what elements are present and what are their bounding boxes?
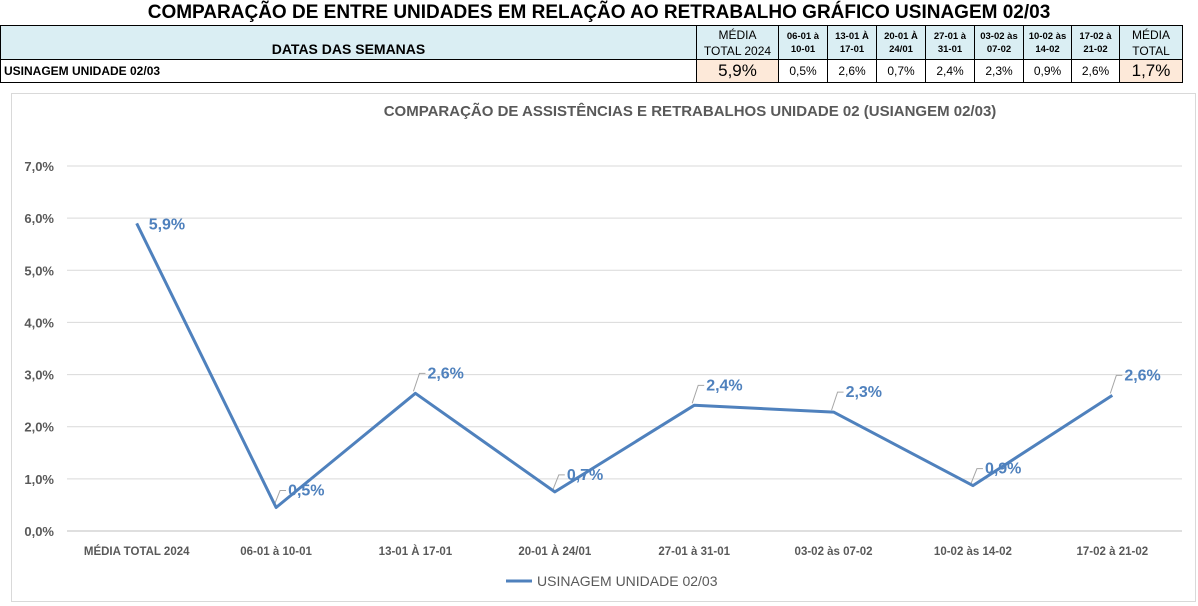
label-leader [970, 468, 983, 484]
column-header: MÉDIA TOTAL 2024 [696, 25, 779, 60]
column-header: 06-01 à 10-01 [778, 25, 828, 60]
y-tick-label: 0,0% [24, 524, 54, 539]
label-leader [273, 490, 287, 506]
data-label: 5,9% [149, 216, 185, 233]
label-leader [412, 372, 426, 392]
table-cell: 2,6% [1071, 59, 1120, 83]
x-tick-label: 13-01 À 17-01 [379, 545, 453, 558]
label-leader [691, 384, 705, 404]
data-label: 0,7% [567, 467, 603, 484]
summary-table: DATAS DAS SEMANAS MÉDIA TOTAL 2024 06-01 … [0, 25, 1183, 83]
y-tick-label: 1,0% [24, 472, 54, 487]
data-label: 2,4% [706, 377, 742, 394]
chart-title: COMPARAÇÃO DE ASSISTÊNCIAS E RETRABALHOS… [384, 102, 997, 120]
label-leader [552, 474, 565, 491]
column-header: 13-01 À 17-01 [827, 25, 877, 60]
legend: USINAGEM UNIDADE 02/03 [506, 573, 718, 589]
column-header: 20-01 À 24/01 [876, 25, 926, 60]
x-tick-label: 06-01 à 10-01 [240, 546, 312, 558]
data-label: 2,3% [846, 384, 882, 401]
data-label: 2,6% [1124, 367, 1160, 384]
x-tick-label: 10-02 às 14-02 [934, 546, 1012, 558]
table-cell: 2,6% [827, 59, 877, 83]
x-tick-label: 27-01 à 31-01 [658, 546, 730, 558]
x-tick-label: 20-01 À 24/01 [518, 545, 591, 558]
column-header: MÉDIA TOTAL [1119, 25, 1183, 60]
table-cell: 0,7% [876, 59, 926, 83]
x-tick-label: 17-02 à 21-02 [1077, 546, 1149, 558]
y-tick-label: 6,0% [24, 211, 54, 226]
series-line [135, 222, 1114, 509]
table-cell: 1,7% [1119, 59, 1183, 83]
x-tick-label: 03-02 às 07-02 [795, 546, 873, 558]
column-header: 27-01 à 31-01 [925, 25, 975, 60]
data-label: 0,5% [288, 483, 324, 500]
data-label: 2,6% [427, 365, 463, 382]
table-cell: 5,9% [696, 59, 779, 83]
row-label: USINAGEM UNIDADE 02/03 [0, 59, 697, 83]
table-cell: 2,3% [974, 59, 1024, 83]
x-tick-label: MÉDIA TOTAL 2024 [84, 545, 190, 558]
y-tick-label: 4,0% [24, 315, 54, 330]
column-header: 17-02 à 21-02 [1071, 25, 1120, 60]
table-cell: 0,9% [1023, 59, 1072, 83]
chart-container: COMPARAÇÃO DE ASSISTÊNCIAS E RETRABALHOS… [11, 93, 1196, 602]
y-tick-label: 5,0% [24, 263, 54, 278]
label-leader [1109, 374, 1123, 394]
data-label: 0,9% [985, 461, 1021, 478]
legend-label: USINAGEM UNIDADE 02/03 [537, 573, 718, 589]
y-tick-label: 7,0% [24, 159, 54, 174]
y-tick-label: 2,0% [24, 420, 54, 435]
column-header: 10-02 às 14-02 [1023, 25, 1072, 60]
table-cell: 2,4% [925, 59, 975, 83]
page-title: COMPARAÇÃO DE ENTRE UNIDADES EM RELAÇÃO … [147, 2, 1051, 23]
line-chart: COMPARAÇÃO DE ASSISTÊNCIAS E RETRABALHOS… [24, 102, 1182, 589]
column-header: 03-02 às 07-02 [974, 25, 1024, 60]
y-tick-label: 3,0% [24, 368, 54, 383]
table-cell: 0,5% [778, 59, 828, 83]
weeks-header: DATAS DAS SEMANAS [0, 25, 697, 60]
label-leader [831, 391, 844, 411]
